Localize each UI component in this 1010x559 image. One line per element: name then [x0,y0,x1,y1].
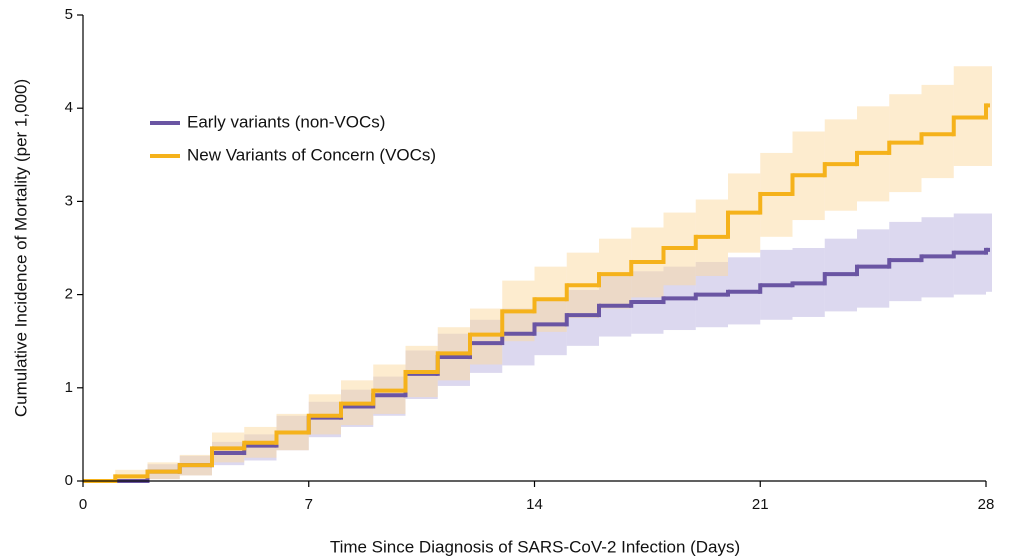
x-axis-title: Time Since Diagnosis of SARS-CoV-2 Infec… [330,537,740,556]
legend-label: New Variants of Concern (VOCs) [187,145,436,164]
step-lines [83,103,990,483]
y-tick-label: 1 [65,379,73,396]
x-tick-label: 28 [978,496,995,513]
y-tick-label: 5 [65,6,73,23]
legend-label: Early variants (non-VOCs) [187,112,385,131]
x-tick-label: 7 [305,496,313,513]
y-tick-label: 3 [65,192,73,209]
y-tick-label: 4 [65,99,73,116]
y-axis-title: Cumulative Incidence of Mortality (per 1… [11,79,30,417]
confidence-band [986,66,992,166]
confidence-band [921,84,954,179]
x-tick-label: 0 [79,496,87,513]
confidence-band [986,213,992,292]
y-tick-label: 2 [65,286,73,303]
x-tick-label: 21 [752,496,769,513]
y-tick-label: 0 [65,472,73,489]
x-tick-label: 14 [526,496,543,513]
